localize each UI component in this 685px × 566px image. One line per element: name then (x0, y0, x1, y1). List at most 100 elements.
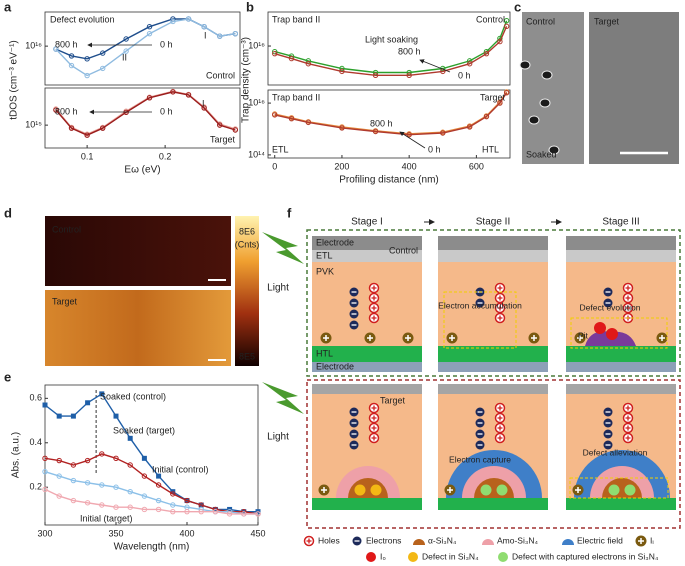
y-tick-label: 0.2 (29, 482, 42, 492)
point (255, 511, 261, 517)
layer-pvk (438, 262, 548, 346)
point (141, 506, 148, 513)
point (339, 65, 345, 72)
annotation: Control (206, 70, 235, 80)
point (100, 65, 106, 72)
ion-sign (367, 335, 373, 341)
defect (624, 484, 636, 496)
hole-sign (371, 435, 377, 441)
hole-sign (371, 315, 377, 321)
x-tick-label: 450 (250, 528, 265, 538)
point (127, 488, 133, 495)
legend-icon (366, 552, 376, 562)
map-label: Control (52, 224, 81, 234)
point (56, 473, 62, 479)
layer-electrode (438, 362, 548, 372)
layer-electrode (566, 362, 676, 372)
y-tick-label: 10¹⁵ (25, 120, 42, 130)
point (146, 24, 153, 30)
light-label: Light (267, 283, 289, 294)
x-tick-label: 0 (272, 161, 277, 171)
point (42, 402, 48, 408)
pit (541, 70, 553, 80)
layer-label: Electrode (316, 237, 354, 247)
point (372, 128, 379, 135)
point (56, 457, 62, 464)
hole-sign (625, 295, 631, 301)
hole-sign (625, 435, 631, 441)
hole-sign (497, 305, 503, 311)
y-axis-label: tDOS (cm⁻³ eV⁻¹) (9, 40, 20, 119)
point (99, 502, 105, 508)
point (170, 18, 176, 25)
annotation: Trap band II (272, 14, 320, 24)
x-tick-label: 300 (37, 528, 52, 538)
ion-sign (323, 335, 329, 341)
point (497, 38, 503, 45)
point (212, 508, 219, 515)
plot-frame (44, 11, 241, 86)
hole-sign (497, 435, 503, 441)
y-tick-label: 0.4 (29, 437, 42, 447)
y-tick-label: 0.6 (29, 393, 42, 403)
point (339, 68, 345, 75)
defect (608, 484, 620, 496)
point (84, 500, 91, 506)
point (141, 473, 148, 479)
hole-sign (497, 425, 503, 431)
point (272, 112, 278, 118)
legend-icon (408, 552, 418, 562)
point (68, 53, 75, 59)
point (123, 48, 129, 54)
pit (519, 60, 531, 70)
group-label: Target (380, 395, 406, 405)
layer-htl (312, 346, 422, 362)
layer-htl (312, 498, 422, 510)
point (70, 497, 77, 504)
note: Pit (578, 330, 589, 340)
colorbar-label: 8E5 (239, 351, 255, 361)
legend-label: Defect with captured electrons in Si₃N₄ (512, 551, 659, 561)
layer-top (438, 384, 548, 394)
layer-htl (438, 498, 548, 510)
pl-map (45, 290, 231, 366)
point (141, 455, 147, 461)
ion-sign (449, 335, 455, 341)
ion-sign (575, 487, 581, 493)
sem-image (522, 12, 584, 164)
point (201, 105, 207, 111)
point (85, 400, 91, 406)
layer-top (566, 384, 676, 394)
layer-pvk (566, 262, 676, 346)
image-label: Soaked (526, 149, 557, 159)
group-label: Control (389, 245, 418, 255)
point (466, 61, 473, 67)
ion-sign (321, 487, 327, 493)
plot: 10¹⁶ tDOS (cm⁻³ eV⁻¹) Defect evolution 800 … (9, 11, 241, 120)
annotation: 0 h (160, 39, 173, 49)
hole-sign (625, 405, 631, 411)
point (372, 72, 379, 78)
map-label: Target (52, 296, 78, 306)
legend-label: Electrons (366, 535, 401, 545)
layer-etl (312, 250, 422, 262)
defect (370, 484, 382, 496)
plot: 10¹⁵ 0.1 0.2 Eω (eV) 800 h 0 h I Target (25, 87, 241, 176)
defect (480, 484, 492, 496)
point (483, 50, 490, 57)
layer-label: HTL (316, 348, 333, 358)
annotation: ETL (272, 144, 289, 154)
hole-sign (625, 305, 631, 311)
series-line (44, 471, 258, 515)
annotation: I (202, 98, 205, 108)
layer-htl (438, 346, 548, 362)
point (53, 46, 59, 52)
point (184, 497, 190, 504)
hole-sign (497, 315, 503, 321)
y-tick-label: 10¹⁴ (248, 149, 265, 159)
point (53, 107, 59, 113)
x-tick-label: 400 (402, 161, 417, 171)
x-tick-label: 350 (108, 528, 123, 538)
panel-letter: e (4, 369, 11, 384)
